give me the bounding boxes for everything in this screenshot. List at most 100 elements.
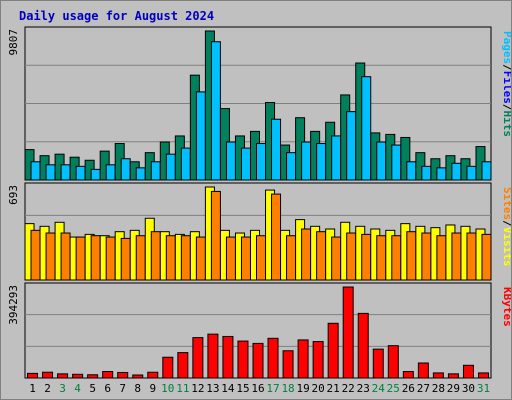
bar-pages-day-19 xyxy=(301,141,312,181)
bar-kbytes-day-29 xyxy=(447,373,459,379)
bar-pages-day-1 xyxy=(30,161,41,181)
bar-kbytes-day-17 xyxy=(267,337,279,379)
ymax-label-hits-files-pages: 9807 xyxy=(7,29,20,56)
bar-pages-day-12 xyxy=(195,91,206,181)
day-label-18: 18 xyxy=(281,382,294,395)
bar-sites-day-9 xyxy=(150,231,161,281)
legend-sites-visits: Sites/Visits xyxy=(501,187,511,267)
bar-sites-day-14 xyxy=(225,236,236,281)
day-label-14: 14 xyxy=(221,382,235,395)
day-label-28: 28 xyxy=(432,382,445,395)
bar-pages-day-28 xyxy=(436,167,447,181)
day-label-29: 29 xyxy=(447,382,460,395)
day-label-13: 13 xyxy=(206,382,219,395)
bar-pages-day-23 xyxy=(361,76,372,181)
bar-kbytes-day-31 xyxy=(477,372,489,379)
legend-item-separator: / xyxy=(501,64,511,71)
bar-sites-day-24 xyxy=(376,235,387,281)
legend-item-hits: Hits xyxy=(501,111,511,138)
bar-kbytes-day-18 xyxy=(282,350,294,379)
bar-kbytes-day-6 xyxy=(102,371,114,379)
day-label-24: 24 xyxy=(372,382,386,395)
bar-kbytes-day-10 xyxy=(162,356,174,379)
bar-pages-day-3 xyxy=(60,164,71,181)
bar-pages-day-26 xyxy=(406,161,417,181)
day-label-11: 11 xyxy=(176,382,189,395)
day-label-1: 1 xyxy=(29,382,36,395)
bar-pages-day-4 xyxy=(75,165,86,181)
bar-kbytes-day-9 xyxy=(147,371,159,379)
bar-kbytes-day-2 xyxy=(42,371,54,379)
bar-sites-day-18 xyxy=(286,235,297,281)
bar-sites-day-23 xyxy=(361,233,372,281)
legend-item-pages: Pages xyxy=(501,31,511,64)
bar-pages-day-18 xyxy=(286,152,297,181)
day-label-8: 8 xyxy=(134,382,141,395)
day-label-17: 17 xyxy=(266,382,279,395)
bar-sites-day-20 xyxy=(316,231,327,281)
bar-sites-day-13 xyxy=(210,190,221,281)
bar-kbytes-day-30 xyxy=(462,364,474,379)
bar-sites-day-29 xyxy=(451,232,462,281)
bar-sites-day-27 xyxy=(421,232,432,281)
day-label-9: 9 xyxy=(149,382,156,395)
bar-kbytes-day-20 xyxy=(312,341,324,379)
bar-sites-day-10 xyxy=(165,235,176,281)
bar-pages-day-11 xyxy=(180,147,191,181)
legend-kbytes: KBytes xyxy=(501,287,511,327)
bar-sites-day-16 xyxy=(256,235,266,281)
day-label-16: 16 xyxy=(251,382,264,395)
bar-sites-day-5 xyxy=(90,235,101,281)
bar-sites-day-22 xyxy=(346,232,357,281)
bar-pages-day-14 xyxy=(225,141,236,181)
bar-kbytes-day-24 xyxy=(372,348,384,379)
bar-sites-day-2 xyxy=(45,232,56,281)
bar-pages-day-22 xyxy=(346,111,357,181)
day-label-19: 19 xyxy=(296,382,309,395)
bar-pages-day-24 xyxy=(376,141,387,181)
bar-kbytes-day-8 xyxy=(132,374,144,379)
ymax-label-visits-sites: 693 xyxy=(7,185,20,205)
bar-kbytes-day-11 xyxy=(177,352,189,379)
day-label-3: 3 xyxy=(59,382,66,395)
bar-kbytes-day-25 xyxy=(387,345,399,379)
bar-pages-day-9 xyxy=(150,161,161,181)
legend-item-separator: / xyxy=(501,104,511,111)
bar-pages-day-30 xyxy=(466,165,477,181)
legend-item-sites: Sites xyxy=(501,187,511,220)
bar-pages-day-29 xyxy=(451,162,462,181)
bar-kbytes-day-22 xyxy=(342,286,354,379)
day-label-15: 15 xyxy=(236,382,249,395)
bar-kbytes-day-28 xyxy=(432,372,444,379)
legend-item-files: Files xyxy=(501,71,511,104)
day-label-6: 6 xyxy=(104,382,111,395)
bar-sites-day-31 xyxy=(481,233,492,281)
bar-kbytes-day-21 xyxy=(327,322,339,379)
legend-item-separator: / xyxy=(501,220,511,227)
bar-kbytes-day-16 xyxy=(252,342,264,379)
bar-kbytes-day-23 xyxy=(357,312,369,379)
bar-pages-day-17 xyxy=(271,118,282,181)
bar-kbytes-day-19 xyxy=(297,339,309,379)
bar-pages-day-20 xyxy=(316,143,327,181)
bar-sites-day-17 xyxy=(271,193,282,281)
bar-kbytes-day-15 xyxy=(237,340,249,379)
bar-sites-day-7 xyxy=(120,237,131,281)
day-label-4: 4 xyxy=(74,382,81,395)
bar-kbytes-day-3 xyxy=(57,373,69,379)
bar-sites-day-6 xyxy=(105,236,116,281)
bar-pages-day-6 xyxy=(105,164,116,181)
bar-sites-day-11 xyxy=(180,235,191,281)
day-label-31: 31 xyxy=(477,382,490,395)
day-label-21: 21 xyxy=(327,382,340,395)
legend-item-kbytes: KBytes xyxy=(501,287,511,327)
day-label-25: 25 xyxy=(387,382,400,395)
day-label-22: 22 xyxy=(342,382,355,395)
bar-pages-day-13 xyxy=(210,41,221,181)
bar-kbytes-day-5 xyxy=(87,374,99,379)
bar-sites-day-3 xyxy=(60,232,71,281)
bar-kbytes-day-4 xyxy=(72,373,84,379)
day-label-23: 23 xyxy=(357,382,370,395)
bar-sites-day-1 xyxy=(30,229,41,281)
